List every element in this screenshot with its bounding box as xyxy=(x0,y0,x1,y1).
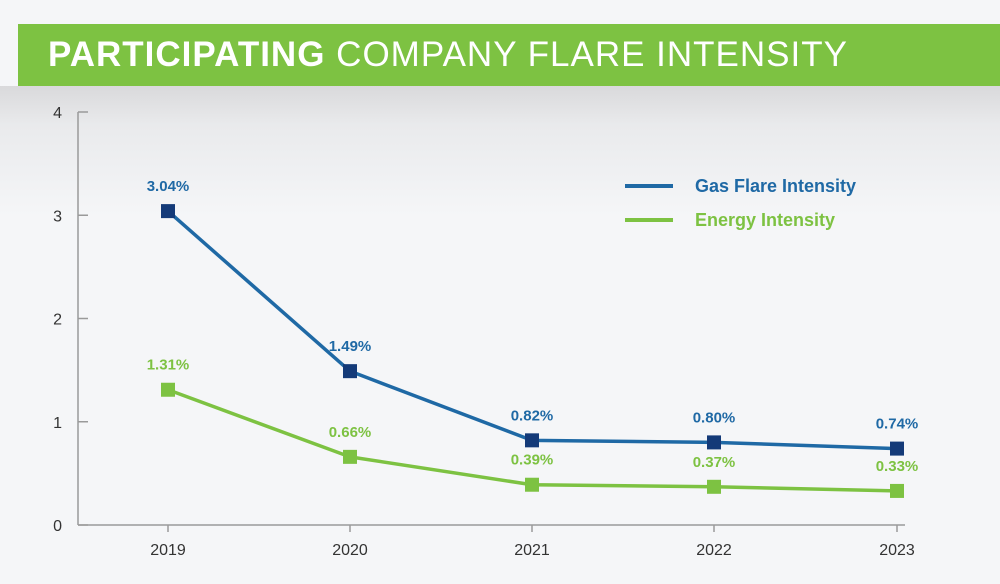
x-tick-label: 2022 xyxy=(696,542,732,559)
x-tick-label: 2019 xyxy=(150,542,186,559)
y-tick-label: 1 xyxy=(53,415,62,432)
data-label-energy: 0.37% xyxy=(693,454,736,471)
data-point-gas xyxy=(525,433,539,448)
y-tick-label: 0 xyxy=(53,518,62,535)
data-point-gas xyxy=(890,441,904,456)
data-point-gas xyxy=(707,435,721,450)
data-label-energy: 0.33% xyxy=(876,458,919,475)
chart-title-bold: PARTICIPATING xyxy=(48,35,326,74)
y-tick-label: 4 xyxy=(53,105,62,122)
data-label-energy: 0.66% xyxy=(329,424,372,441)
data-label-energy: 1.31% xyxy=(147,357,190,374)
legend-label-energy: Energy Intensity xyxy=(695,210,835,230)
x-tick-label: 2023 xyxy=(879,542,915,559)
y-tick-label: 3 xyxy=(53,208,62,225)
data-point-energy xyxy=(343,449,357,464)
y-tick-label: 2 xyxy=(53,312,62,329)
data-label-gas: 0.82% xyxy=(511,407,554,424)
chart-title-light: COMPANY FLARE INTENSITY xyxy=(336,35,848,74)
chart-title: PARTICIPATING COMPANY FLARE INTENSITY xyxy=(48,35,848,75)
data-point-gas xyxy=(161,204,175,219)
x-tick-label: 2021 xyxy=(514,542,550,559)
data-label-gas: 1.49% xyxy=(329,338,372,355)
data-point-energy xyxy=(161,382,175,397)
data-label-energy: 0.39% xyxy=(511,452,554,469)
legend-label-gas: Gas Flare Intensity xyxy=(695,176,856,196)
data-point-gas xyxy=(343,364,357,379)
data-point-energy xyxy=(890,483,904,498)
x-tick-label: 2020 xyxy=(332,542,368,559)
data-label-gas: 3.04% xyxy=(147,178,190,195)
data-label-gas: 0.80% xyxy=(693,409,736,426)
data-point-energy xyxy=(707,479,721,494)
title-banner: PARTICIPATING COMPANY FLARE INTENSITY xyxy=(18,24,1000,86)
data-label-gas: 0.74% xyxy=(876,416,919,433)
header-shadow xyxy=(0,86,1000,216)
data-point-energy xyxy=(525,477,539,492)
